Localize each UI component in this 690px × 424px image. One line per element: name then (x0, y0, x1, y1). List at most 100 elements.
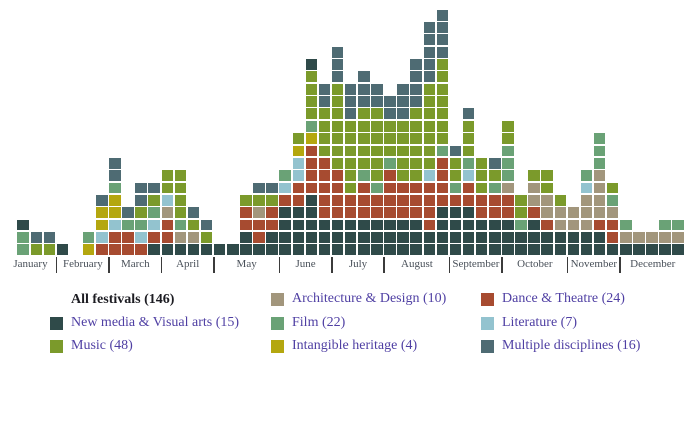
festival-cell[interactable] (371, 120, 383, 132)
festival-cell[interactable] (436, 22, 449, 33)
festival-cell[interactable] (344, 244, 357, 256)
festival-cell[interactable] (135, 207, 147, 219)
festival-cell[interactable] (331, 157, 344, 169)
festival-cell[interactable] (502, 207, 514, 219)
festival-cell[interactable] (331, 207, 344, 219)
festival-cell[interactable] (358, 207, 370, 219)
festival-cell[interactable] (475, 170, 488, 182)
festival-cell[interactable] (148, 244, 160, 256)
festival-cell[interactable] (593, 157, 606, 169)
festival-cell[interactable] (436, 133, 449, 145)
festival-cell[interactable] (593, 133, 606, 145)
festival-cell[interactable] (331, 120, 344, 132)
festival-cell[interactable] (200, 219, 213, 231)
festival-cell[interactable] (200, 244, 213, 256)
festival-cell[interactable] (279, 219, 291, 231)
festival-cell[interactable] (292, 219, 305, 231)
festival-cell[interactable] (489, 170, 501, 182)
festival-cell[interactable] (449, 231, 462, 243)
festival-cell[interactable] (305, 157, 318, 169)
festival-cell[interactable] (502, 194, 514, 206)
legend-label[interactable]: Architecture & Design (10) (292, 291, 447, 306)
festival-cell[interactable] (292, 231, 305, 243)
festival-cell[interactable] (397, 108, 409, 120)
festival-cell[interactable] (554, 231, 567, 243)
festival-cell[interactable] (371, 207, 383, 219)
festival-cell[interactable] (384, 145, 396, 157)
festival-cell[interactable] (109, 207, 121, 219)
festival-cell[interactable] (305, 83, 318, 95)
festival-cell[interactable] (423, 59, 436, 70)
festival-cell[interactable] (567, 231, 580, 243)
festival-cell[interactable] (30, 244, 43, 256)
festival-cell[interactable] (410, 244, 422, 256)
festival-cell[interactable] (462, 108, 475, 120)
festival-cell[interactable] (423, 34, 436, 46)
festival-cell[interactable] (344, 157, 357, 169)
festival-cell[interactable] (371, 219, 383, 231)
festival-cell[interactable] (593, 207, 606, 219)
festival-cell[interactable] (423, 182, 436, 194)
festival-cell[interactable] (358, 244, 370, 256)
festival-cell[interactable] (606, 182, 619, 194)
festival-cell[interactable] (515, 194, 527, 206)
festival-cell[interactable] (200, 231, 213, 243)
festival-cell[interactable] (96, 219, 108, 231)
festival-cell[interactable] (436, 46, 449, 58)
festival-cell[interactable] (371, 145, 383, 157)
festival-cell[interactable] (397, 96, 409, 107)
festival-cell[interactable] (240, 219, 252, 231)
festival-cell[interactable] (475, 244, 488, 256)
festival-cell[interactable] (96, 207, 108, 219)
festival-cell[interactable] (148, 207, 160, 219)
festival-cell[interactable] (344, 108, 357, 120)
festival-cell[interactable] (161, 231, 174, 243)
festival-cell[interactable] (174, 231, 187, 243)
festival-cell[interactable] (528, 170, 540, 182)
festival-cell[interactable] (292, 145, 305, 157)
festival-cell[interactable] (423, 231, 436, 243)
festival-cell[interactable] (410, 59, 422, 70)
festival-cell[interactable] (305, 133, 318, 145)
festival-cell[interactable] (515, 207, 527, 219)
festival-cell[interactable] (305, 145, 318, 157)
festival-cell[interactable] (161, 194, 174, 206)
festival-cell[interactable] (358, 157, 370, 169)
festival-cell[interactable] (148, 182, 160, 194)
festival-cell[interactable] (305, 96, 318, 107)
festival-cell[interactable] (502, 244, 514, 256)
festival-cell[interactable] (423, 46, 436, 58)
festival-cell[interactable] (318, 207, 331, 219)
festival-cell[interactable] (371, 194, 383, 206)
festival-cell[interactable] (331, 170, 344, 182)
festival-cell[interactable] (410, 120, 422, 132)
festival-cell[interactable] (436, 71, 449, 83)
festival-cell[interactable] (358, 231, 370, 243)
festival-cell[interactable] (82, 244, 95, 256)
festival-cell[interactable] (161, 219, 174, 231)
festival-cell[interactable] (253, 244, 265, 256)
festival-cell[interactable] (305, 207, 318, 219)
festival-cell[interactable] (384, 231, 396, 243)
festival-cell[interactable] (187, 207, 200, 219)
festival-cell[interactable] (580, 170, 593, 182)
festival-cell[interactable] (410, 219, 422, 231)
festival-cell[interactable] (344, 96, 357, 107)
festival-cell[interactable] (672, 244, 684, 256)
festival-cell[interactable] (331, 194, 344, 206)
festival-cell[interactable] (554, 219, 567, 231)
festival-cell[interactable] (213, 244, 226, 256)
festival-cell[interactable] (384, 194, 396, 206)
festival-cell[interactable] (292, 182, 305, 194)
festival-cell[interactable] (96, 194, 108, 206)
festival-cell[interactable] (358, 133, 370, 145)
festival-cell[interactable] (161, 244, 174, 256)
festival-cell[interactable] (462, 133, 475, 145)
festival-cell[interactable] (371, 96, 383, 107)
festival-cell[interactable] (593, 194, 606, 206)
festival-cell[interactable] (475, 194, 488, 206)
festival-cell[interactable] (410, 182, 422, 194)
festival-cell[interactable] (174, 219, 187, 231)
festival-cell[interactable] (410, 71, 422, 83)
festival-cell[interactable] (371, 83, 383, 95)
